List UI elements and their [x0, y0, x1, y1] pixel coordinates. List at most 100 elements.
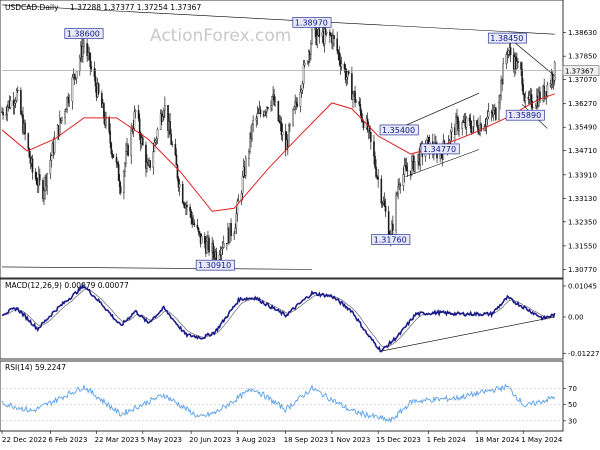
candle-body — [176, 164, 179, 179]
candle-body — [116, 162, 119, 165]
candle-body — [343, 63, 346, 69]
candle-body — [75, 70, 78, 79]
candle-body — [16, 90, 19, 92]
candle-body — [220, 248, 223, 256]
rsi-panel-frame — [0, 360, 564, 432]
candle-body — [295, 101, 298, 105]
candle-body — [181, 183, 184, 204]
candle-body — [505, 54, 508, 65]
candle-body — [65, 109, 67, 112]
candle-body — [351, 73, 353, 100]
candle-body — [230, 223, 232, 236]
candle-body — [34, 171, 37, 179]
candle-body — [355, 101, 357, 103]
candle-body — [161, 116, 164, 122]
candle-body — [552, 80, 555, 83]
candle-body — [362, 121, 365, 129]
candle-body — [164, 105, 166, 111]
candle-body — [241, 175, 244, 194]
trendline — [1, 4, 555, 35]
trendline — [405, 92, 480, 126]
y-tick-label: 1.37850 — [568, 53, 597, 61]
x-tick-label: 15 Dec 2023 — [376, 436, 421, 444]
candle-body — [344, 68, 347, 80]
candle-body — [292, 109, 294, 126]
rsi-tick-label: 70 — [568, 385, 577, 393]
candle-body — [28, 148, 31, 158]
price-annotation-box — [292, 17, 332, 28]
candle-body — [293, 106, 295, 110]
candle-body — [380, 178, 383, 204]
candle-body — [237, 200, 240, 202]
candle-body — [118, 180, 121, 187]
candle-body — [296, 103, 299, 107]
candle-body — [302, 64, 305, 84]
candle-body — [517, 60, 519, 63]
y-tick-label: 1.36270 — [568, 100, 597, 108]
candle-body — [524, 96, 527, 102]
y-tick-label: 1.33130 — [568, 195, 597, 203]
candle-body — [259, 109, 262, 115]
candle-body — [149, 160, 151, 168]
candle-body — [13, 103, 16, 107]
price-annotation-box — [420, 143, 460, 155]
candle-body — [244, 158, 247, 176]
candle-body — [94, 76, 97, 87]
candle-body — [175, 154, 178, 166]
price-annotation-box — [64, 28, 104, 39]
candle-body — [299, 92, 302, 107]
candle-body — [311, 29, 313, 44]
candle-body — [280, 122, 283, 136]
candle-body — [340, 63, 343, 67]
candle-body — [457, 117, 459, 131]
candle-body — [392, 223, 394, 231]
candle-body — [405, 166, 408, 172]
candle-body — [520, 62, 522, 70]
candle-body — [203, 236, 206, 244]
candle-body — [403, 165, 406, 175]
candle-body — [133, 111, 136, 129]
candle-body — [509, 47, 512, 56]
candle-body — [387, 211, 390, 238]
candle-body — [310, 43, 312, 55]
candle-body — [236, 200, 239, 214]
current-price-box — [562, 65, 600, 77]
y-tick-label: 1.32350 — [568, 218, 597, 226]
candle-body — [358, 101, 361, 105]
candle-body — [66, 96, 68, 110]
watermark: ActionForex.com — [150, 26, 291, 46]
candle-body — [2, 111, 4, 116]
candle-body — [112, 154, 115, 158]
candle-body — [271, 96, 273, 106]
candle-body — [458, 128, 460, 131]
candle-body — [329, 31, 331, 36]
price-annotation-label: 1.35890 — [508, 111, 541, 120]
candle-body — [410, 161, 413, 175]
candle-body — [53, 138, 56, 153]
candle-body — [46, 173, 48, 187]
candle-body — [124, 163, 126, 172]
candle-body — [130, 128, 133, 156]
price-annotation-label: 1.31760 — [374, 236, 407, 245]
y-tick-label: 1.33910 — [568, 171, 597, 179]
candle-body — [377, 176, 379, 180]
candle-body — [90, 66, 93, 69]
candle-body — [142, 137, 144, 146]
candle-body — [472, 120, 475, 127]
candle-body — [346, 71, 349, 78]
candle-body — [499, 95, 501, 103]
candle-body — [196, 224, 199, 229]
candle-body — [332, 35, 334, 44]
candle-body — [125, 151, 127, 164]
candle-body — [449, 131, 452, 141]
macd-panel-frame — [0, 278, 564, 360]
chart-header-ohlc: 1.37288 1.37377 1.37254 1.37367 — [70, 3, 201, 12]
candle-body — [39, 174, 41, 181]
rsi-title: RSI(14) 59.2247 — [5, 363, 66, 372]
candle-body — [215, 251, 218, 260]
candle-body — [267, 107, 269, 109]
candle-body — [374, 156, 376, 168]
candle-body — [78, 57, 81, 72]
candle-body — [288, 125, 290, 147]
candle-body — [396, 193, 398, 196]
